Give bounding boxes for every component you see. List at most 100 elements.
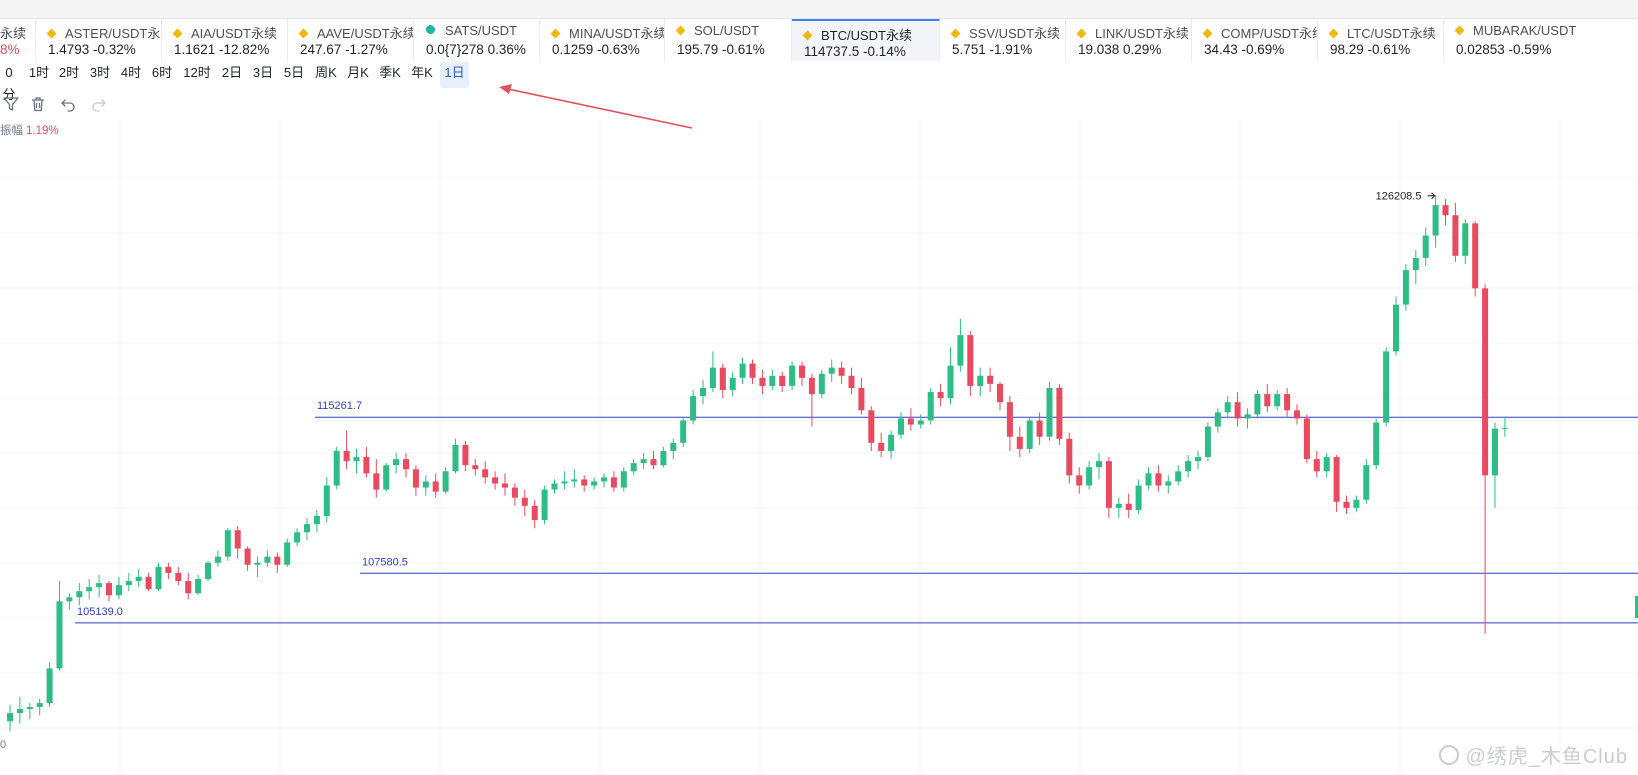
candle (1313, 450, 1320, 478)
watermark-logo-icon (1439, 745, 1460, 765)
coin-icon (1076, 28, 1087, 39)
ticker-name-text: AIA/USDT永续 (191, 26, 277, 41)
ticker-price-change: 19.038 0.29% (1078, 42, 1162, 57)
candle (1234, 392, 1241, 427)
candle (1274, 390, 1281, 411)
candle (1452, 203, 1459, 262)
interval-option[interactable]: 0分 (2, 65, 16, 102)
filter-icon[interactable] (0, 92, 22, 116)
candle (96, 574, 103, 598)
interval-option[interactable]: 月K (347, 65, 369, 80)
candle (1303, 414, 1310, 464)
interval-selected[interactable]: 1日 (440, 62, 469, 88)
candle (1442, 198, 1449, 226)
candle (46, 662, 53, 708)
candle (1066, 432, 1073, 484)
candle (967, 331, 974, 397)
ticker-tab[interactable]: BTC/USDT永续 114737.5 -0.14% (792, 19, 940, 61)
candle (927, 387, 934, 425)
candle (571, 469, 578, 488)
candle (1204, 422, 1211, 462)
candle (521, 489, 528, 516)
candle (66, 593, 73, 610)
right-edge-marker (1635, 596, 1638, 618)
candle (769, 369, 776, 390)
candle (195, 574, 202, 596)
candle (551, 479, 558, 494)
candle (680, 416, 687, 447)
ticker-tab[interactable]: LTC/USDT永续 98.29 -0.61% (1318, 19, 1444, 61)
candle (997, 381, 1003, 411)
candle (343, 430, 350, 470)
annotation-arrow (507, 88, 693, 129)
candle (333, 446, 340, 490)
ticker-tab[interactable]: AIA/USDT永续 1.1621 -12.82% (162, 19, 288, 61)
candle (1462, 219, 1469, 264)
candle (1195, 450, 1201, 470)
candle (511, 483, 518, 506)
undo-icon[interactable] (57, 92, 79, 116)
ticker-tab[interactable]: SOL/USDT 195.79 -0.61% (665, 19, 792, 61)
ticker-tab[interactable]: SSV/USDT永续 5.751 -1.91% (940, 19, 1066, 61)
interval-option[interactable]: 2日 (221, 65, 243, 80)
candle (284, 538, 291, 567)
candle (957, 318, 964, 372)
ticker-name-text: SSV/USDT永续 (969, 26, 1061, 41)
candle (16, 696, 23, 724)
candle (1432, 194, 1439, 248)
candle (1244, 408, 1251, 429)
candle (313, 509, 320, 533)
interval-option[interactable]: 4时 (120, 65, 142, 80)
ticker-tab[interactable]: AAVE/USDT永续 247.67 -1.27% (288, 19, 414, 61)
candle (205, 560, 211, 582)
candle (442, 467, 449, 494)
ticker-price-change: 1.1621 -12.82% (174, 42, 270, 57)
ticker-tab[interactable]: 永续 8% (0, 19, 36, 61)
candle (1501, 416, 1508, 437)
interval-option[interactable]: 3时 (89, 65, 111, 80)
horizontal-line-label: 115261.7 (317, 400, 362, 412)
interval-option[interactable]: 12时 (183, 65, 211, 80)
candle (729, 371, 736, 397)
candle (363, 446, 370, 478)
ticker-tab[interactable]: COMP/USDT永续 34.43 -0.69% (1192, 19, 1318, 61)
interval-option[interactable]: 周K (315, 65, 337, 80)
candle (799, 361, 805, 386)
ticker-tab[interactable]: MINA/USDT永续 0.1259 -0.63% (540, 19, 665, 61)
interval-option[interactable]: 季K (379, 65, 401, 80)
ticker-tab[interactable]: LINK/USDT永续 19.038 0.29% (1066, 19, 1192, 61)
price-chart[interactable]: 115261.7 107580.5 105139.0 126208.5 0 (0, 84, 1638, 775)
interval-option[interactable]: 3日 (252, 65, 274, 80)
horizontal-line-label: 105139.0 (77, 606, 123, 618)
candle (472, 459, 479, 476)
ticker-tab[interactable]: MUBARAK/USDT 0.02853 -0.59% (1444, 19, 1638, 61)
candle (393, 453, 400, 474)
interval-option[interactable]: 6时 (151, 65, 173, 80)
candle (1264, 383, 1271, 413)
candle (1125, 493, 1132, 519)
redo-icon[interactable] (88, 92, 110, 116)
trash-icon[interactable] (27, 92, 49, 116)
candle (7, 705, 13, 732)
candle (56, 581, 63, 671)
coin-icon (802, 30, 813, 41)
candle (987, 367, 994, 393)
candle (779, 371, 786, 393)
candle (1224, 396, 1231, 419)
candle (561, 471, 568, 490)
interval-option[interactable]: 5日 (283, 65, 305, 80)
candle (1016, 426, 1023, 458)
ticker-name: MUBARAK/USDT (1454, 23, 1576, 38)
candle (1373, 418, 1380, 470)
ticker-tab[interactable]: SATS/USDT 0.0{7}278 0.36% (414, 19, 540, 61)
ticker-price-change: 0.0{7}278 0.36% (426, 42, 526, 57)
interval-option[interactable]: 1时 (28, 65, 50, 80)
interval-option[interactable]: 2时 (58, 65, 80, 80)
candle (155, 562, 162, 592)
candle (115, 576, 122, 600)
candle (1472, 221, 1479, 297)
interval-option[interactable]: 年K (411, 65, 433, 80)
horizontal-line-label: 107580.5 (362, 556, 408, 568)
axis-label: 0 (0, 739, 6, 751)
